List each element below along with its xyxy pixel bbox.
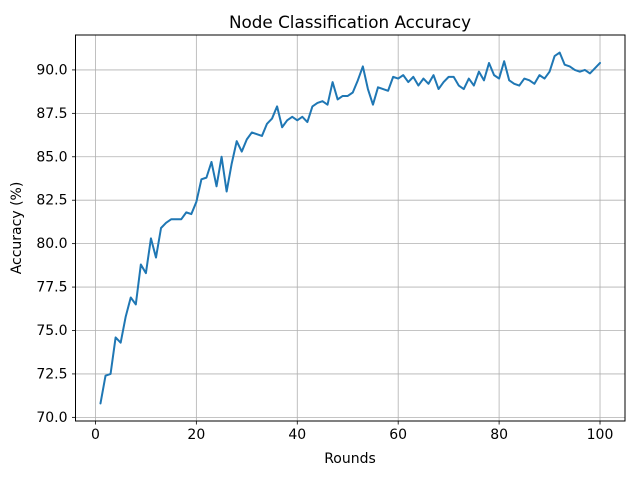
y-tick-label: 85.0 [36,149,67,165]
chart-title: Node Classification Accuracy [229,12,471,32]
accuracy-line [99,51,602,405]
x-tick-label: 0 [91,427,100,443]
x-tick-label: 20 [187,427,205,443]
y-tick-label: 87.5 [36,106,67,122]
y-tick-label: 70.0 [36,410,67,426]
y-tick-label: 77.5 [36,280,67,296]
x-tick-label: 80 [490,427,508,443]
plot-frame [75,34,626,422]
tick-marks [72,69,601,425]
y-tick-label: 72.5 [36,366,67,382]
y-axis-label: Accuracy (%) [9,182,25,275]
y-tick-label: 75.0 [36,323,67,339]
x-tick-label: 40 [288,427,306,443]
y-tick-labels: 70.0 72.5 75.0 77.5 80.0 82.5 85.0 87.5 90.0 [36,62,67,425]
y-tick-label: 80.0 [36,236,67,252]
y-tick-label: 90.0 [36,62,67,78]
gridlines [75,35,625,421]
x-tick-label: 100 [587,427,614,443]
x-axis-label: Rounds [324,451,376,467]
x-tick-label: 60 [389,427,407,443]
y-tick-label: 82.5 [36,193,67,209]
x-tick-labels: 0 20 40 60 80 100 [91,427,613,443]
